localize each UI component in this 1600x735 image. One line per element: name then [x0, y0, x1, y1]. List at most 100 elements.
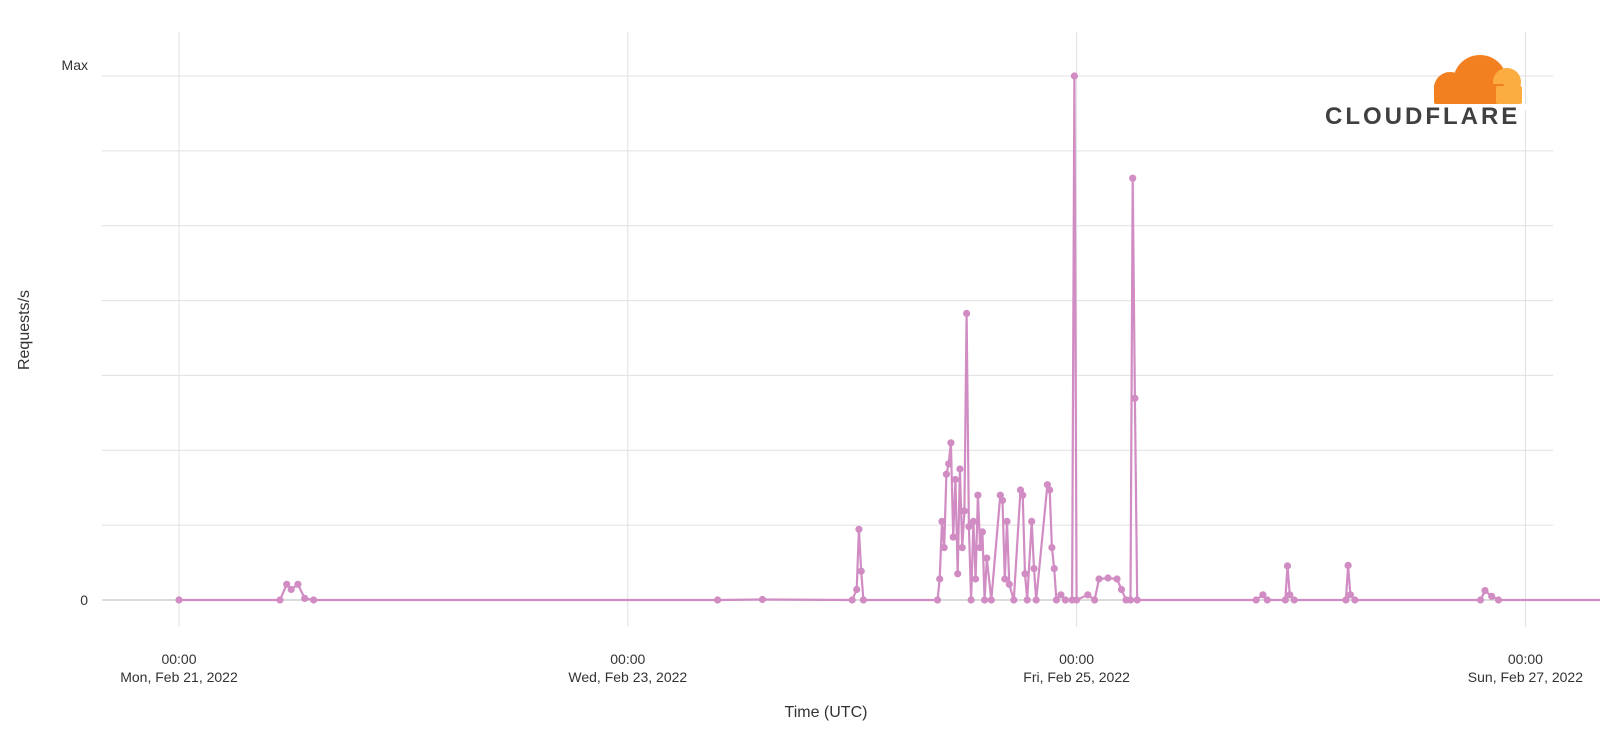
data-point: [976, 544, 984, 552]
data-point: [998, 496, 1007, 504]
data-point: [956, 465, 964, 473]
data-point: [1488, 592, 1496, 600]
data-point: [967, 596, 975, 604]
data-point: [1113, 575, 1121, 583]
data-point: [853, 585, 861, 594]
x-tick-time: 00:00: [1508, 651, 1543, 667]
data-point: [1346, 591, 1354, 599]
data-point: [1129, 174, 1137, 182]
data-point: [947, 439, 955, 447]
data-point: [1057, 591, 1065, 599]
data-point: [857, 567, 865, 575]
data-point: [978, 528, 987, 536]
data-point: [1070, 72, 1078, 80]
data-point: [758, 595, 767, 604]
data-point: [969, 517, 978, 526]
data-point: [1494, 596, 1503, 604]
data-point: [1259, 591, 1267, 599]
data-point: [1283, 562, 1292, 570]
x-tick-date: Wed, Feb 23, 2022: [568, 669, 687, 685]
data-point: [1019, 491, 1027, 499]
data-point: [1010, 596, 1018, 604]
data-point: [987, 596, 995, 604]
data-point: [1351, 596, 1359, 604]
data-point: [1021, 570, 1029, 578]
data-point: [1131, 394, 1139, 402]
data-point: [942, 470, 951, 478]
data-point: [1005, 580, 1013, 588]
data-point: [958, 544, 966, 552]
data-point: [938, 517, 946, 526]
data-point: [848, 596, 856, 604]
x-tick-time: 00:00: [1059, 651, 1094, 667]
x-tick-labels: 00:00 Mon, Feb 21, 2022 00:00 Wed, Feb 23, …: [120, 651, 1583, 685]
y-tick-label-max: Max: [62, 57, 88, 73]
data-point: [1252, 596, 1260, 604]
data-point: [1126, 596, 1135, 604]
x-tick-date: Fri, Feb 25, 2022: [1023, 669, 1130, 685]
data-point: [283, 580, 291, 588]
data-point: [1133, 596, 1141, 604]
horizontal-gridlines: [102, 75, 1553, 601]
series-line: [177, 74, 1600, 602]
data-point: [1481, 587, 1489, 595]
data-point: [1046, 486, 1054, 494]
data-point: [1032, 596, 1040, 604]
data-point: [1104, 574, 1112, 582]
series-requests: [175, 72, 1600, 604]
data-point: [276, 596, 284, 604]
data-point: [1290, 596, 1298, 604]
y-tick-label-zero: 0: [80, 592, 88, 608]
data-point: [933, 596, 942, 604]
cloudflare-wordmark: CLOUDFLARE: [1325, 103, 1520, 130]
data-point: [1050, 565, 1058, 573]
data-point: [301, 594, 309, 603]
data-point: [972, 575, 980, 583]
data-point: [1023, 596, 1031, 604]
data-point: [1281, 596, 1289, 604]
x-tick-date: Sun, Feb 27, 2022: [1468, 669, 1583, 685]
data-point: [1028, 517, 1036, 526]
data-point: [175, 596, 183, 604]
data-point: [287, 585, 295, 594]
data-point: [960, 507, 969, 515]
data-point: [981, 596, 989, 604]
x-tick-time: 00:00: [610, 651, 645, 667]
data-point: [1001, 575, 1009, 583]
data-point: [965, 523, 973, 531]
data-point: [1048, 544, 1056, 552]
y-axis-title: Requests/s: [16, 290, 33, 370]
data-point: [714, 596, 722, 604]
data-point: [983, 554, 991, 562]
data-point: [1003, 517, 1011, 526]
data-point: [1117, 585, 1126, 594]
data-point: [954, 570, 962, 578]
data-point: [1263, 596, 1271, 604]
x-tick-date: Mon, Feb 21, 2022: [120, 669, 238, 685]
data-point: [310, 596, 318, 604]
data-point: [936, 575, 944, 583]
data-point: [1084, 591, 1092, 599]
data-point: [963, 309, 971, 317]
data-point: [1344, 561, 1352, 570]
cloudflare-cloud-icon: [1424, 55, 1534, 110]
data-point: [859, 596, 868, 604]
data-point: [1061, 596, 1069, 604]
data-point: [1095, 575, 1103, 583]
x-axis-title: Time (UTC): [785, 704, 868, 721]
data-point: [855, 525, 863, 533]
cloudflare-logo: CLOUDFLARE: [1325, 55, 1534, 130]
data-point: [951, 475, 960, 484]
data-point: [1073, 596, 1081, 604]
data-point: [974, 491, 982, 499]
data-point: [949, 533, 957, 541]
data-point: [940, 544, 948, 552]
data-point: [1286, 591, 1294, 599]
data-point: [294, 580, 302, 588]
data-point: [1342, 596, 1350, 604]
x-tick-time: 00:00: [161, 651, 196, 667]
data-point: [1030, 565, 1038, 573]
data-point: [1091, 596, 1099, 604]
